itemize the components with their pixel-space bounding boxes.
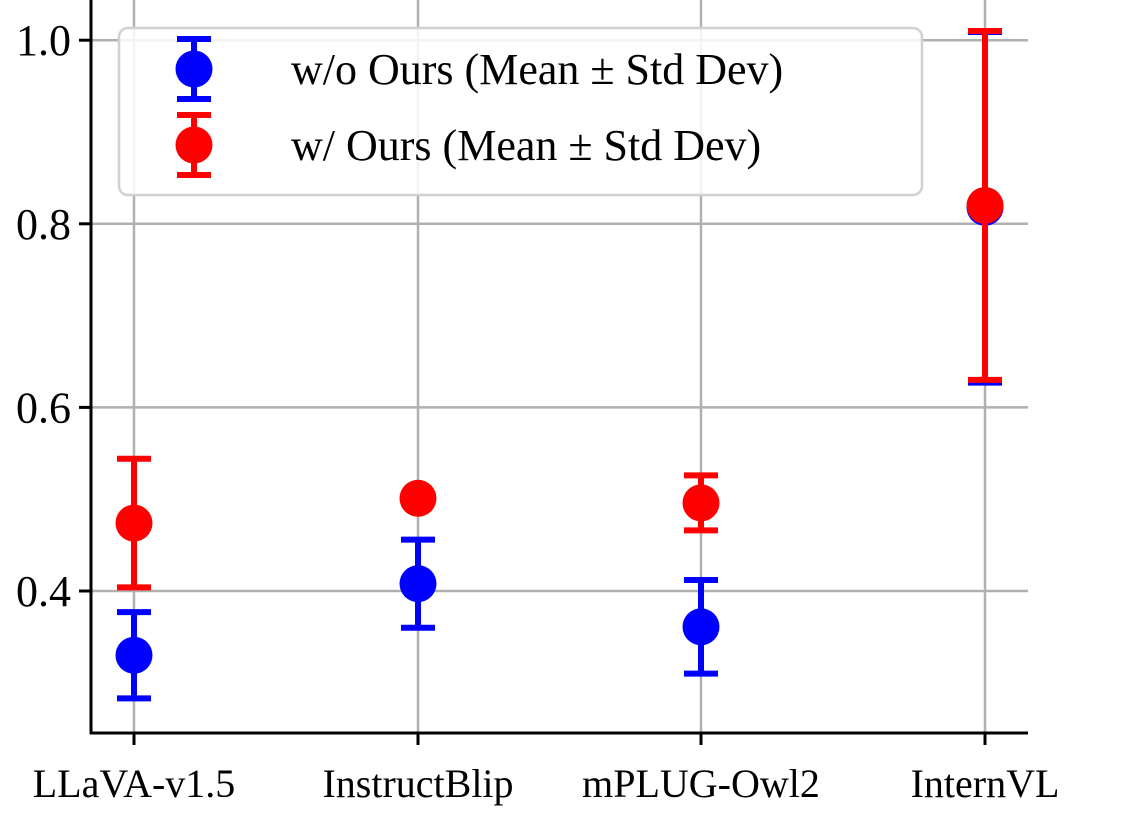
data-point [682,608,720,646]
legend-marker [175,126,213,164]
legend: w/o Ours (Mean ± Std Dev) w/ Ours (Mean ±… [117,26,924,197]
series-layer [115,28,1004,702]
data-point [682,484,720,522]
y-tick-label: 0.6 [16,383,71,432]
legend-entry-1: w/ Ours (Mean ± Std Dev) [175,112,761,178]
legend-marker [175,50,213,88]
data-point [399,479,437,517]
legend-box [117,26,924,197]
x-tick-label: mPLUG-Owl2 [582,761,820,806]
x-tick-label: InstructBlip [322,761,513,806]
legend-label: w/ Ours (Mean ± Std Dev) [291,121,761,170]
legend-label: w/o Ours (Mean ± Std Dev) [291,45,783,94]
y-tick-label: 0.4 [16,567,71,616]
y-tick-label: 1.0 [16,16,71,65]
legend-entry-0: w/o Ours (Mean ± Std Dev) [175,36,783,102]
data-point [399,565,437,603]
y-tick-label: 0.8 [16,200,71,249]
axes [89,0,1028,735]
data-point [115,636,153,674]
data-point [115,504,153,542]
x-tick-label: InternVL [911,761,1060,806]
data-point [966,186,1004,224]
ticks: 0.4 0.6 0.8 1.0 LLaVA-v1.5 InstructBlip mPLUG-… [16,16,1059,806]
x-tick-label: LLaVA-v1.5 [33,761,236,806]
series-1 [115,28,1004,591]
